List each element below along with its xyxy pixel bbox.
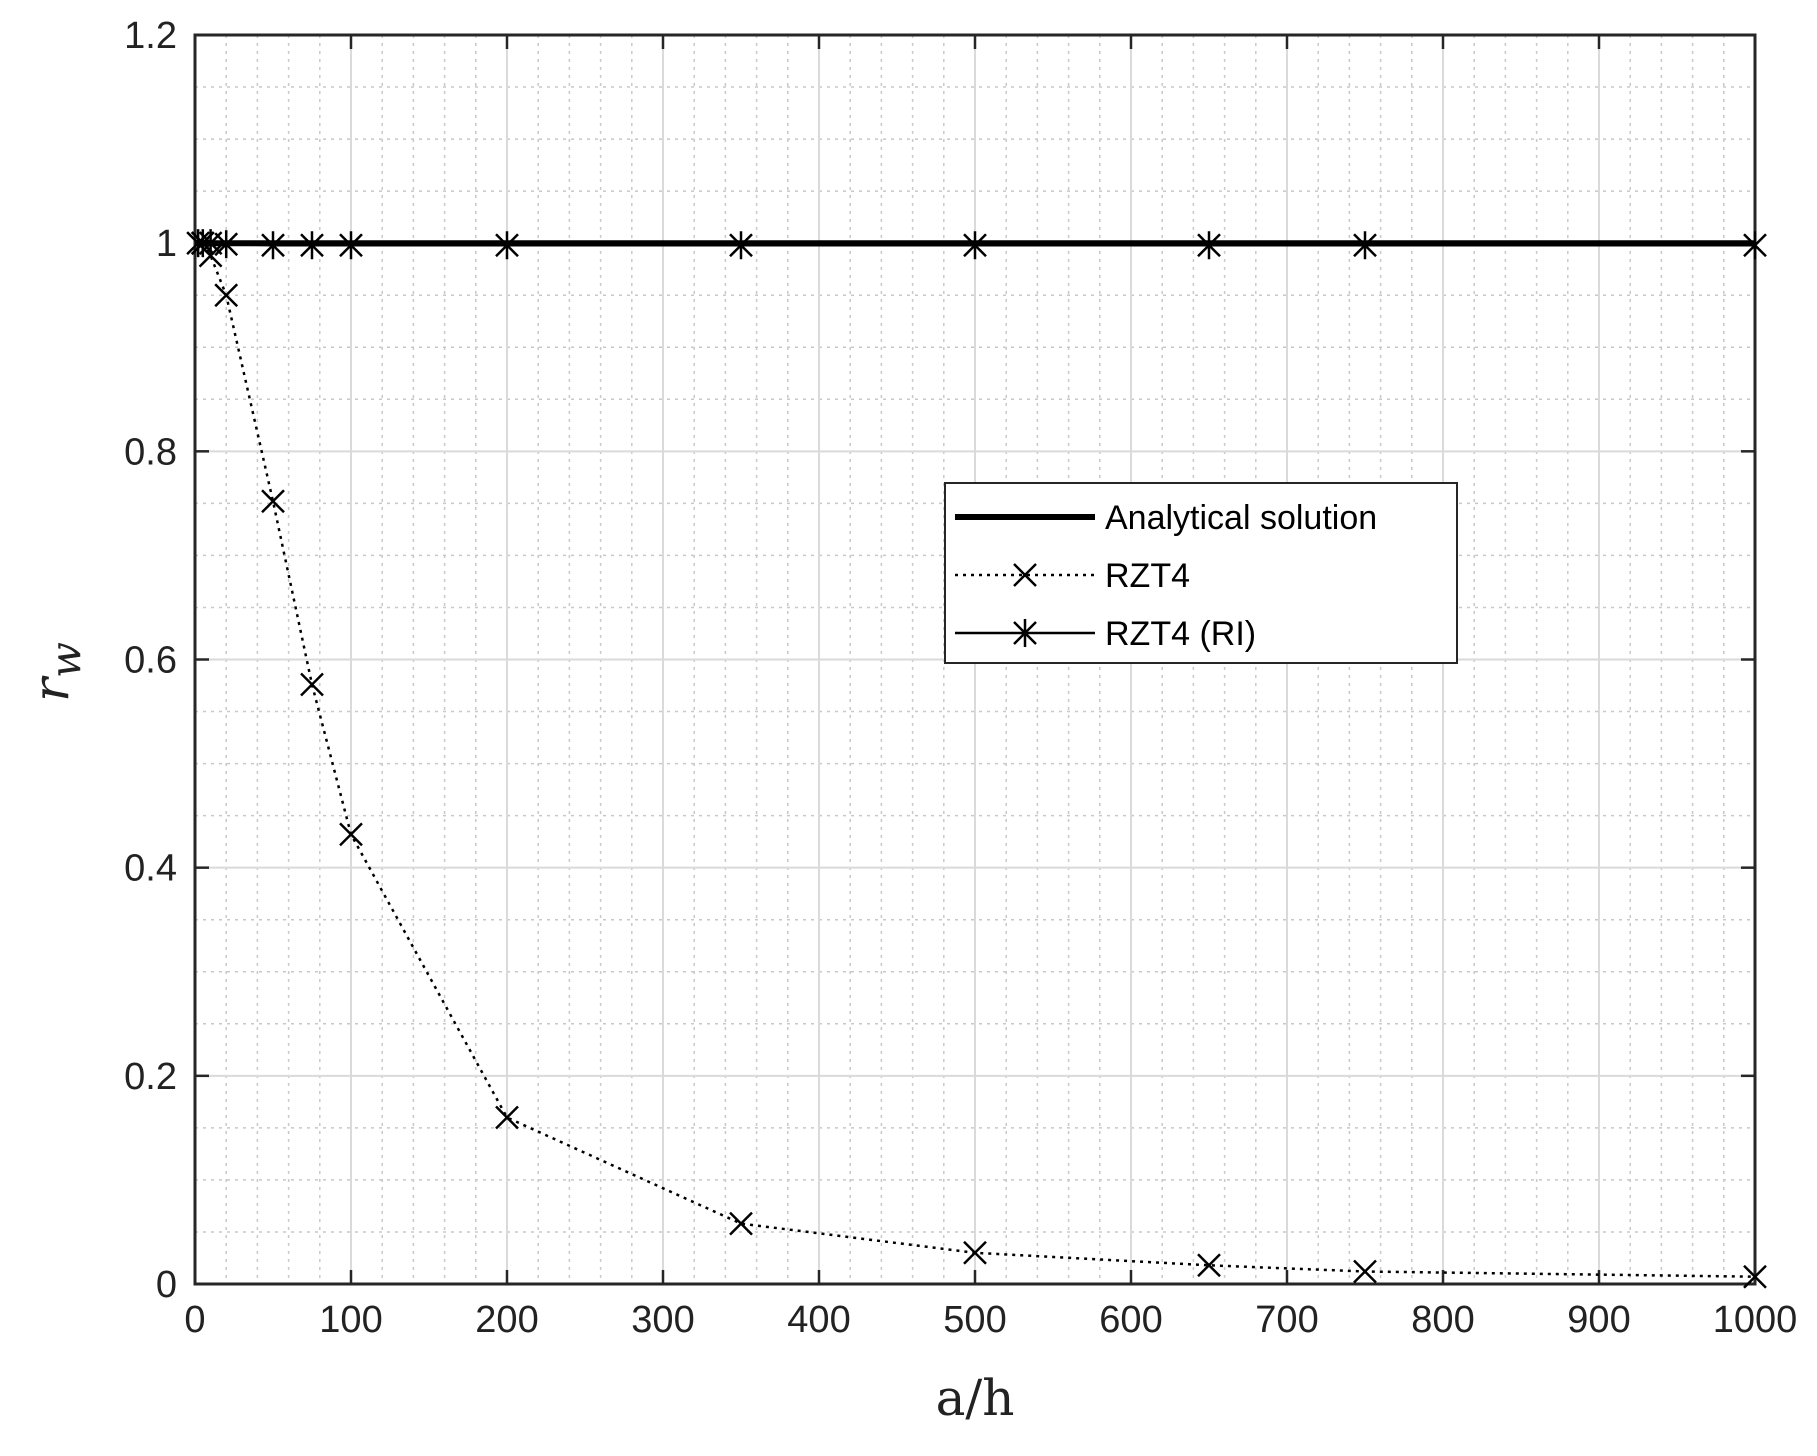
y-tick-label: 0 bbox=[156, 1264, 177, 1306]
marker-stroke bbox=[495, 1105, 519, 1130]
y-tick-label: 1.2 bbox=[124, 15, 177, 57]
data-point-marker bbox=[261, 489, 285, 514]
y-axis-title: rw bbox=[22, 642, 90, 702]
data-point-marker bbox=[300, 231, 324, 260]
legend-item: RZT4 (RI) bbox=[955, 615, 1256, 653]
marker-stroke bbox=[300, 672, 324, 697]
data-point-marker bbox=[300, 672, 324, 697]
data-point-marker bbox=[1353, 231, 1377, 260]
data-point-marker bbox=[186, 229, 211, 258]
x-tick-label: 700 bbox=[1255, 1299, 1318, 1341]
x-tick-label: 0 bbox=[184, 1299, 205, 1341]
legend-label: RZT4 (RI) bbox=[1105, 615, 1256, 653]
data-point-marker bbox=[495, 231, 519, 260]
data-point-marker bbox=[729, 231, 753, 260]
series-layer bbox=[186, 229, 1767, 1289]
x-tick-label: 300 bbox=[631, 1299, 694, 1341]
svg-text:rw: rw bbox=[22, 642, 90, 702]
data-point-marker bbox=[1743, 1264, 1767, 1289]
marker-stroke bbox=[339, 822, 363, 847]
legend-swatch-marker bbox=[1013, 563, 1037, 587]
data-point-marker bbox=[1353, 1259, 1377, 1284]
x-tick-label: 900 bbox=[1567, 1299, 1630, 1341]
y-tick-label: 0.2 bbox=[124, 1056, 177, 1098]
data-point-marker bbox=[261, 231, 285, 260]
series-line bbox=[201, 242, 1756, 1278]
data-point-marker bbox=[339, 231, 363, 260]
series-rzt4 bbox=[190, 231, 1767, 1289]
data-point-marker bbox=[1197, 1253, 1221, 1278]
x-tick-label: 100 bbox=[319, 1299, 382, 1341]
marker-stroke bbox=[729, 1211, 753, 1236]
legend-item: RZT4 bbox=[955, 557, 1190, 595]
y-tick-label: 0.4 bbox=[124, 848, 177, 890]
data-point-marker bbox=[963, 231, 987, 260]
data-point-marker bbox=[495, 1105, 519, 1130]
x-tick-label: 200 bbox=[475, 1299, 538, 1341]
y-axis-title-subscript: w bbox=[41, 642, 90, 678]
x-tick-label: 500 bbox=[943, 1299, 1006, 1341]
marker-stroke bbox=[963, 1240, 987, 1265]
data-point-marker bbox=[729, 1211, 753, 1236]
marker-stroke bbox=[261, 489, 285, 514]
legend-swatch-marker bbox=[1013, 619, 1037, 647]
series-rzt4-ri bbox=[186, 229, 1767, 260]
data-point-marker bbox=[214, 283, 239, 308]
marker-stroke bbox=[1353, 1259, 1377, 1284]
legend-label: Analytical solution bbox=[1105, 499, 1377, 537]
marker-stroke bbox=[1197, 1253, 1221, 1278]
data-point-marker bbox=[339, 822, 363, 847]
legend-items: Analytical solution RZT4 RZT4 (RI) bbox=[955, 499, 1377, 653]
x-axis-title: a/h bbox=[936, 1369, 1015, 1427]
legend-label: RZT4 bbox=[1105, 557, 1190, 595]
x-tick-label: 800 bbox=[1411, 1299, 1474, 1341]
marker-stroke bbox=[1743, 1264, 1767, 1289]
y-tick-label: 0.8 bbox=[124, 431, 177, 473]
data-point-marker bbox=[1743, 231, 1767, 260]
x-tick-label: 600 bbox=[1099, 1299, 1162, 1341]
x-tick-label: 1000 bbox=[1713, 1299, 1798, 1341]
legend-item: Analytical solution bbox=[955, 499, 1377, 537]
data-point-marker bbox=[963, 1240, 987, 1265]
y-axis-title-main: r bbox=[22, 675, 80, 702]
data-point-marker bbox=[1197, 231, 1221, 260]
y-tick-label: 1 bbox=[156, 223, 177, 265]
marker-stroke bbox=[1013, 563, 1037, 587]
legend: Analytical solution RZT4 RZT4 (RI) bbox=[944, 482, 1458, 664]
y-tick-labels: 0 0.2 0.4 0.6 0.8 1 1.2 bbox=[124, 15, 177, 1306]
x-tick-label: 400 bbox=[787, 1299, 850, 1341]
data-point-marker bbox=[214, 230, 239, 259]
x-tick-labels: 0 100 200 300 400 500 600 700 800 900 1000 bbox=[184, 1299, 1797, 1341]
y-tick-label: 0.6 bbox=[124, 640, 177, 682]
marker-stroke bbox=[214, 283, 239, 308]
